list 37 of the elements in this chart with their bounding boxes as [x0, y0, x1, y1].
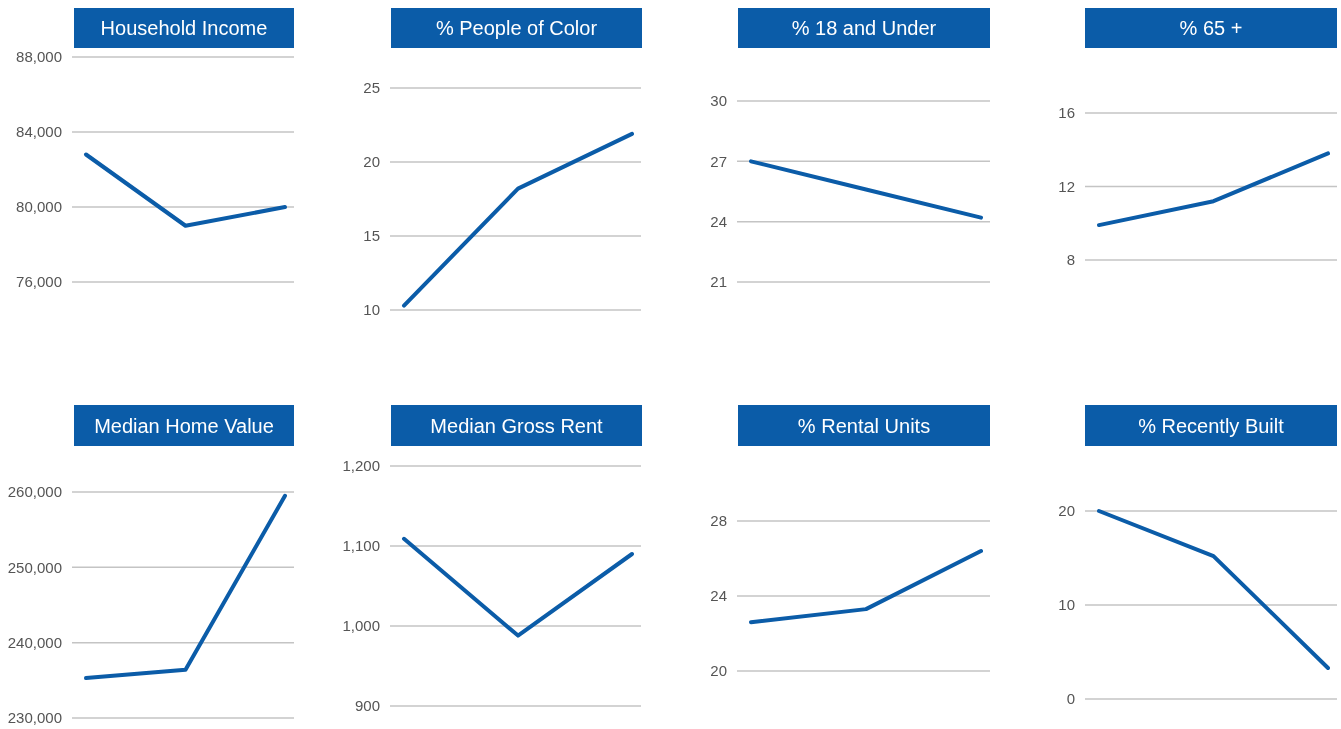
- y-tick-label: 28: [710, 512, 727, 530]
- y-tick-label: 1,100: [342, 537, 380, 555]
- y-tick-label: 20: [363, 153, 380, 171]
- y-tick-label: 1,000: [342, 617, 380, 635]
- chart-title: Median Gross Rent: [430, 414, 604, 437]
- y-tick-label: 21: [710, 273, 727, 291]
- y-tick-label: 16: [1058, 104, 1075, 122]
- chart-title: % People of Color: [435, 17, 598, 39]
- y-tick-label: 20: [710, 662, 727, 680]
- y-tick-label: 80,000: [16, 198, 62, 216]
- y-tick-label: 25: [363, 79, 380, 97]
- y-tick-label: 260,000: [7, 483, 62, 501]
- y-tick-label: 84,000: [16, 123, 62, 141]
- y-tick-label: 230,000: [7, 709, 62, 727]
- y-tick-label: 12: [1058, 177, 1075, 195]
- y-tick-label: 20: [1058, 502, 1075, 520]
- y-tick-label: 0: [1066, 690, 1075, 708]
- y-tick-label: 24: [710, 587, 727, 605]
- y-tick-label: 30: [710, 92, 727, 110]
- chart-title: % 18 and Under: [791, 17, 937, 39]
- chart-title: % 65 +: [1179, 17, 1243, 39]
- chart-title: % Recently Built: [1138, 414, 1285, 437]
- y-tick-label: 8: [1066, 251, 1075, 269]
- y-tick-label: 24: [710, 212, 727, 230]
- y-tick-label: 1,200: [342, 457, 380, 475]
- y-tick-label: 76,000: [16, 273, 62, 291]
- chart-title: % Rental Units: [797, 414, 931, 437]
- y-tick-label: 27: [710, 152, 727, 170]
- y-tick-label: 10: [1058, 596, 1075, 614]
- y-tick-label: 900: [354, 697, 380, 715]
- chart-title: Median Home Value: [94, 414, 274, 437]
- y-tick-label: 88,000: [16, 48, 62, 66]
- y-tick-label: 250,000: [7, 558, 62, 576]
- y-tick-label: 15: [363, 227, 380, 245]
- y-tick-label: 240,000: [7, 633, 62, 651]
- y-tick-label: 10: [363, 301, 380, 319]
- chart-title: Household Income: [100, 17, 268, 39]
